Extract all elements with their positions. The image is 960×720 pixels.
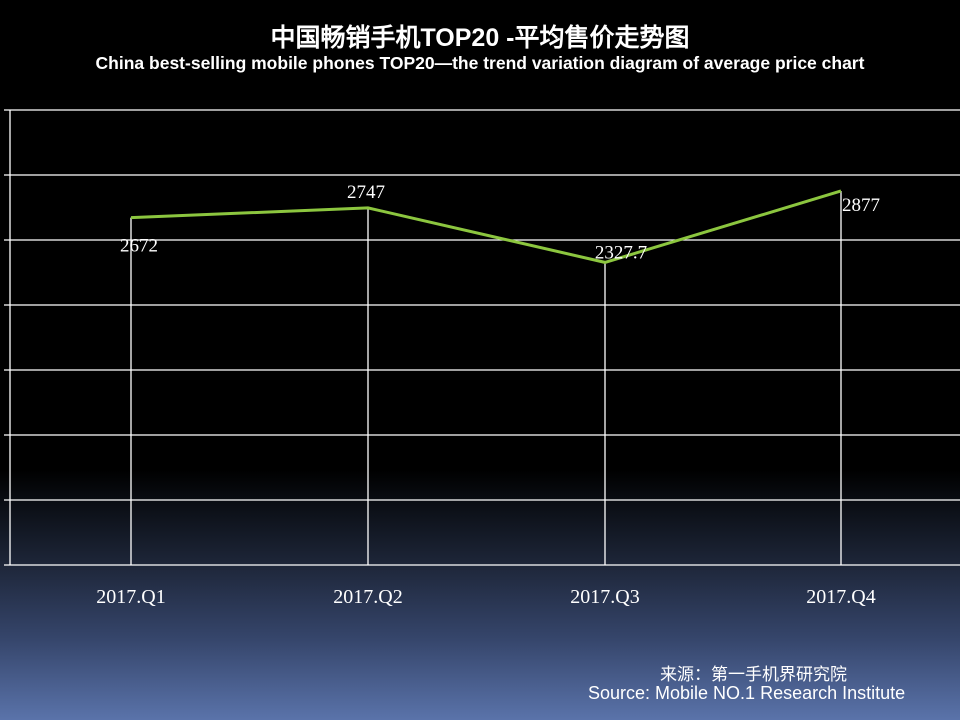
data-label: 2877 xyxy=(842,195,880,216)
data-label: 2327.7 xyxy=(595,242,647,263)
x-tick-label: 2017.Q4 xyxy=(806,586,875,608)
source-cn: 来源：第一手机界研究院 xyxy=(660,665,847,684)
chart-subtitle: China best-selling mobile phones TOP20—t… xyxy=(95,53,865,73)
data-label: 2672 xyxy=(120,236,158,257)
chart-title: 中国畅销手机TOP20 -平均售价走势图 xyxy=(270,24,690,52)
x-tick-label: 2017.Q2 xyxy=(333,586,402,608)
x-tick-label: 2017.Q1 xyxy=(96,586,165,608)
series-line xyxy=(130,189,842,264)
x-tick-label: 2017.Q3 xyxy=(570,586,639,608)
data-label: 2747 xyxy=(347,182,385,203)
source-en: Source: Mobile NO.1 Research Institute xyxy=(588,683,906,703)
